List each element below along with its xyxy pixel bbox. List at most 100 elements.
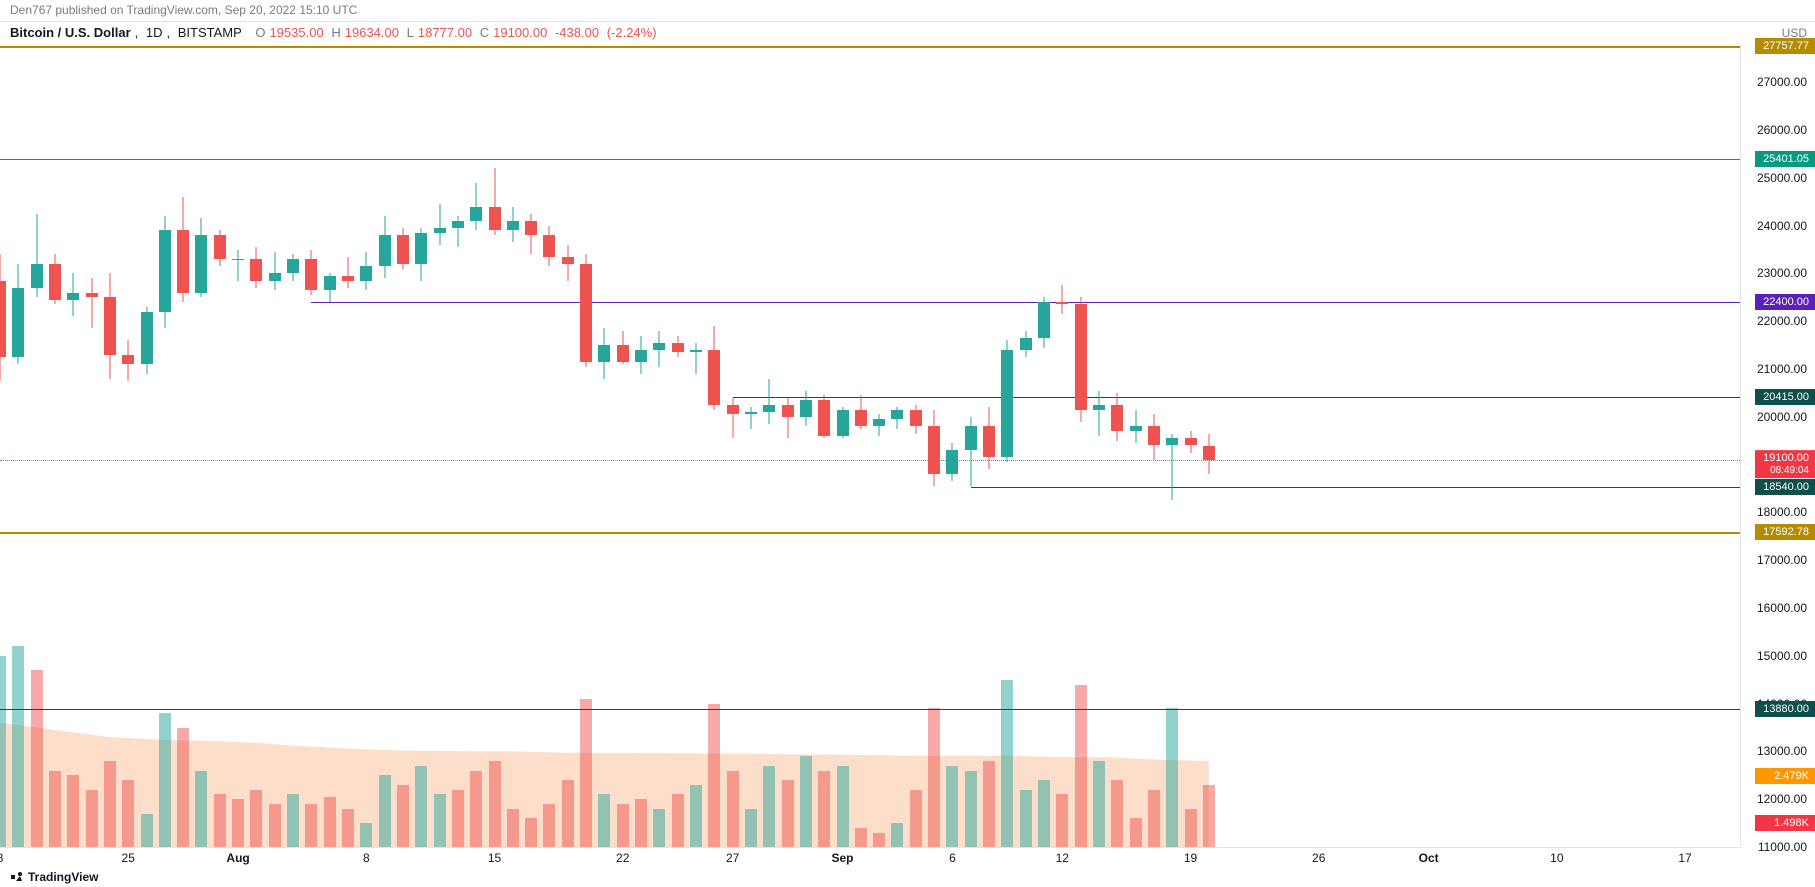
volume-bar [653, 809, 665, 847]
volume-bar [1056, 794, 1068, 847]
volume-bar [873, 833, 885, 847]
volume-bar [379, 775, 391, 847]
volume-bar [250, 790, 262, 847]
horizontal-line[interactable] [0, 532, 1740, 534]
horizontal-line[interactable] [0, 709, 1740, 710]
volume-bar [727, 771, 739, 847]
y-axis[interactable]: USD 11000.0012000.0013000.0014000.001500… [1740, 44, 1815, 847]
footer: TradingView [0, 867, 1815, 887]
volume-bar [763, 766, 775, 847]
volume-tag: 1.498K [1755, 815, 1815, 831]
x-tick: 26 [1312, 851, 1325, 865]
volume-bar [543, 804, 555, 847]
volume-ma-area [0, 44, 1740, 847]
volume-bar [434, 794, 446, 847]
price-tag: 22400.00 [1755, 294, 1815, 310]
volume-bar [965, 771, 977, 847]
volume-bar [324, 797, 336, 847]
ohlc-close: 19100.00 [493, 25, 547, 40]
symbol-pair: Bitcoin / U.S. Dollar [10, 25, 131, 40]
volume-bar [837, 766, 849, 847]
volume-bar [1038, 780, 1050, 847]
volume-bar [635, 799, 647, 847]
volume-bar [269, 804, 281, 847]
volume-bar [928, 708, 940, 847]
volume-bar [0, 656, 6, 847]
volume-bar [1203, 785, 1215, 847]
volume-bar [800, 756, 812, 847]
volume-bar [31, 670, 43, 847]
publish-info: Den767 published on TradingView.com, Sep… [0, 0, 1815, 22]
horizontal-line[interactable] [311, 302, 1740, 303]
ohlc-open: 19535.00 [270, 25, 324, 40]
x-tick: 22 [616, 851, 629, 865]
volume-bar [580, 699, 592, 847]
volume-bar [946, 766, 958, 847]
y-tick: 25000.00 [1757, 171, 1807, 185]
volume-bar [342, 809, 354, 847]
volume-bar [232, 799, 244, 847]
tradingview-icon [10, 870, 24, 884]
price-tag: 18540.00 [1755, 479, 1815, 495]
footer-brand: TradingView [28, 870, 98, 884]
publish-text: Den767 published on TradingView.com, Sep… [10, 3, 357, 17]
volume-bar [1166, 708, 1178, 847]
volume-bar [1111, 780, 1123, 847]
horizontal-line[interactable] [0, 46, 1740, 48]
x-tick: 8 [0, 851, 3, 865]
horizontal-line[interactable] [0, 159, 1740, 160]
volume-bar [305, 804, 317, 847]
volume-tag: 2.479K [1755, 768, 1815, 784]
y-tick: 24000.00 [1757, 219, 1807, 233]
y-tick: 15000.00 [1757, 649, 1807, 663]
y-tick: 26000.00 [1757, 123, 1807, 137]
y-tick: 27000.00 [1757, 75, 1807, 89]
volume-bar [1130, 818, 1142, 847]
change-pct: (-2.24%) [607, 25, 657, 40]
volume-bar [86, 790, 98, 847]
volume-bar [708, 704, 720, 847]
volume-bar [782, 780, 794, 847]
volume-bar [415, 766, 427, 847]
x-tick: 12 [1056, 851, 1069, 865]
volume-bar [159, 713, 171, 847]
price-tag: 13880.00 [1755, 701, 1815, 717]
volume-bar [67, 775, 79, 847]
y-tick: 23000.00 [1757, 266, 1807, 280]
x-tick: Oct [1419, 851, 1439, 865]
x-axis[interactable]: 825Aug8152227Sep6121926Oct1017 [0, 847, 1740, 867]
x-tick: 10 [1550, 851, 1563, 865]
volume-bar [49, 771, 61, 847]
y-tick: 11000.00 [1758, 840, 1807, 854]
x-tick: 8 [363, 851, 370, 865]
horizontal-line[interactable] [971, 487, 1740, 488]
volume-bar [104, 761, 116, 847]
x-tick: Aug [226, 851, 249, 865]
volume-bar [1093, 761, 1105, 847]
volume-bar [672, 794, 684, 847]
y-tick: 22000.00 [1757, 314, 1807, 328]
x-tick: 25 [122, 851, 135, 865]
y-tick: 16000.00 [1757, 601, 1807, 615]
horizontal-line[interactable] [733, 397, 1740, 398]
volume-bar [12, 646, 24, 847]
price-tag: 20415.00 [1755, 389, 1815, 405]
symbol-info: Bitcoin / U.S. Dollar, 1D, BITSTAMP O195… [0, 22, 1815, 44]
volume-bar [360, 823, 372, 847]
volume-bar [489, 761, 501, 847]
symbol-exchange: BITSTAMP [178, 25, 242, 40]
volume-bar [598, 794, 610, 847]
price-tag: 17592.78 [1755, 524, 1815, 540]
volume-bar [690, 785, 702, 847]
volume-bar [818, 771, 830, 847]
x-tick: 15 [488, 851, 501, 865]
change-abs: -438.00 [555, 25, 599, 40]
volume-bar [397, 785, 409, 847]
volume-bar [1148, 790, 1160, 847]
volume-bar [177, 728, 189, 847]
volume-bar [855, 828, 867, 847]
volume-bar [287, 794, 299, 847]
chart-canvas[interactable] [0, 44, 1740, 847]
volume-bar [562, 780, 574, 847]
y-tick: 18000.00 [1757, 505, 1807, 519]
